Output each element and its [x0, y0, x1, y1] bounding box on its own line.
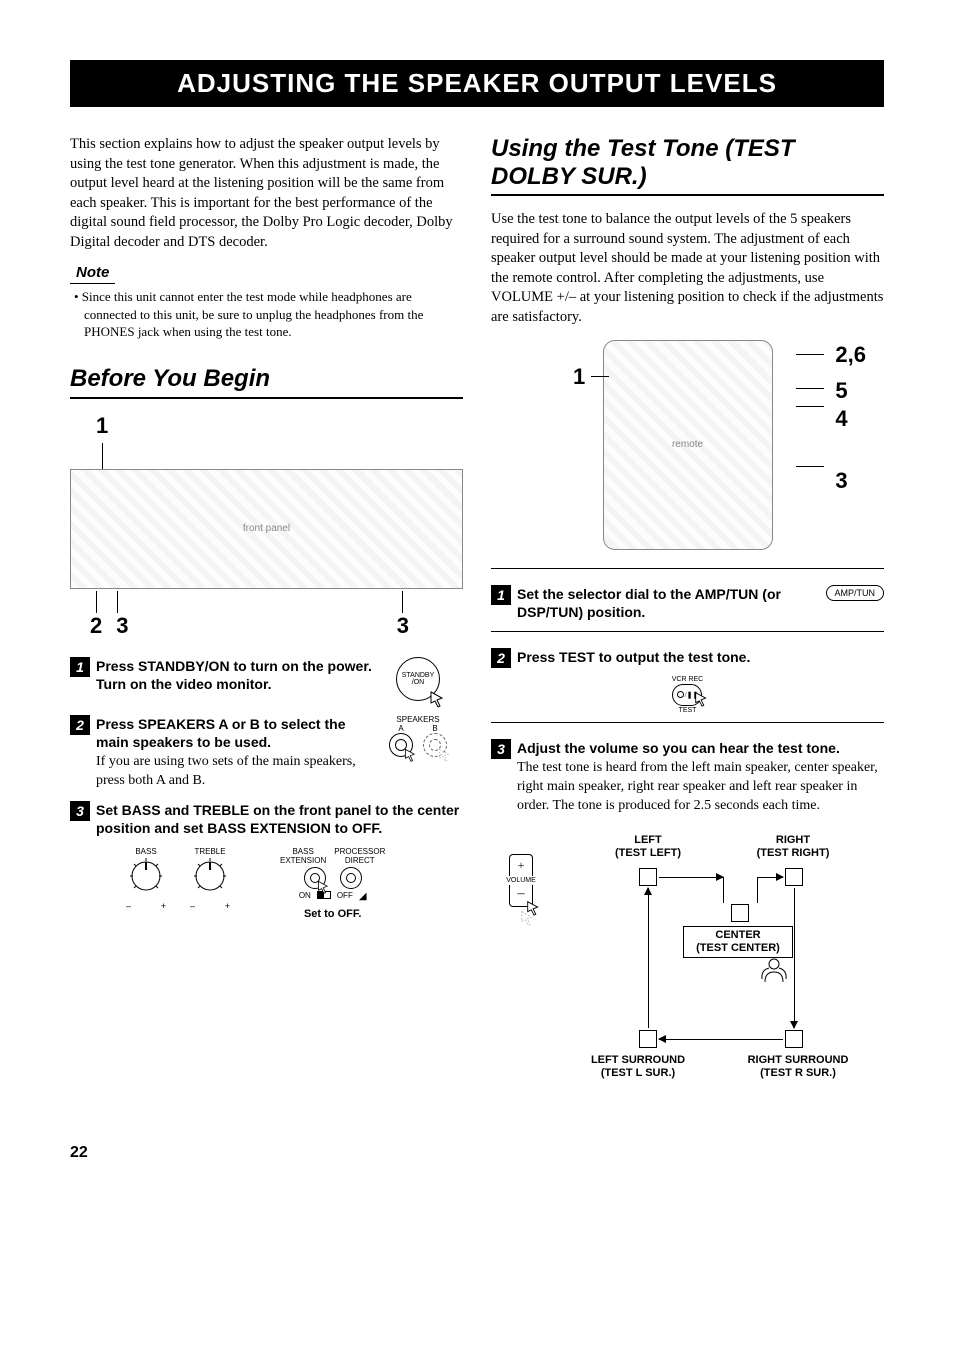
- step-title: Set BASS and TREBLE on the front panel t…: [96, 801, 463, 837]
- set-to-off-label: Set to OFF.: [280, 908, 385, 920]
- note-label: Note: [70, 262, 115, 284]
- step-badge: 1: [491, 585, 511, 605]
- speaker-b-icon: B: [423, 724, 447, 757]
- step-badge: 2: [491, 648, 511, 668]
- callout-3b: 3: [397, 613, 409, 639]
- note-bullet: • Since this unit cannot enter the test …: [70, 288, 463, 341]
- callout-3a: 3: [116, 613, 128, 639]
- step-title: Press STANDBY/ON to turn on the power. T…: [96, 657, 373, 693]
- bass-treble-knobs: BASS –+: [126, 847, 230, 911]
- page-title-bar: ADJUSTING THE SPEAKER OUTPUT LEVELS: [70, 60, 884, 107]
- two-column-layout: This section explains how to adjust the …: [70, 135, 884, 1084]
- remote-callout-3: 3: [835, 468, 866, 494]
- remote-diagram: 1 remote 2,6 5 4 3: [491, 340, 884, 550]
- page-number: 22: [70, 1144, 884, 1162]
- remote-image: remote: [603, 340, 773, 550]
- intro-paragraph: This section explains how to adjust the …: [70, 135, 463, 252]
- front-panel-diagram: 1 front panel 2 3 3: [70, 413, 463, 639]
- remote-callout-5: 5: [835, 378, 866, 404]
- step-title: Press TEST to output the test tone.: [517, 648, 884, 666]
- treble-knob-icon: [190, 856, 230, 896]
- step-badge: 2: [70, 715, 90, 735]
- before-you-begin-heading: Before You Begin: [70, 365, 463, 399]
- standby-on-icon: STANDBY /ON: [396, 657, 440, 701]
- test-step-3: 3 Adjust the volume so you can hear the …: [491, 739, 884, 816]
- step-badge: 3: [491, 739, 511, 759]
- step-badge: 1: [70, 657, 90, 677]
- test-tone-paragraph: Use the test tone to balance the output …: [491, 210, 884, 327]
- callout-2: 2: [90, 613, 102, 639]
- callout-1: 1: [96, 413, 463, 439]
- speaker-a-icon: A: [389, 724, 413, 757]
- step-badge: 3: [70, 801, 90, 821]
- bass-extension-switch: BASS EXTENSION PROCESSOR DIRECT ON: [280, 847, 385, 920]
- bass-knob-icon: [126, 856, 166, 896]
- test-tone-heading: Using the Test Tone (TEST DOLBY SUR.): [491, 135, 884, 196]
- step-title: Adjust the volume so you can hear the te…: [517, 739, 884, 757]
- note-block: Note • Since this unit cannot enter the …: [70, 262, 463, 341]
- listener-icon: [759, 954, 789, 984]
- before-step-2: 2 Press SPEAKERS A or B to select the ma…: [70, 715, 463, 791]
- test-step-1: 1 Set the selector dial to the AMP/TUN (…: [491, 585, 884, 621]
- test-step-2: 2 Press TEST to output the test tone.: [491, 648, 884, 668]
- speaker-flow-diagram: LEFT (TEST LEFT) RIGHT (TEST RIGHT) CENT…: [563, 834, 884, 1084]
- remote-callout-26: 2,6: [835, 342, 866, 368]
- test-button-icon: VCR REC /❚❚ TEST: [672, 676, 704, 714]
- before-step-3: 3 Set BASS and TREBLE on the front panel…: [70, 801, 463, 920]
- volume-buttons-icon: + VOLUME –: [491, 854, 551, 1084]
- step-title: Set the selector dial to the AMP/TUN (or…: [517, 585, 826, 621]
- step-title: Press SPEAKERS A or B to select the main…: [96, 715, 373, 751]
- front-panel-image: front panel: [70, 469, 463, 589]
- speakers-label: SPEAKERS: [373, 715, 463, 724]
- remote-callout-1: 1: [573, 364, 585, 390]
- remote-callout-4: 4: [835, 406, 866, 432]
- amp-tun-pill: AMP/TUN: [826, 585, 885, 601]
- step-body: If you are using two sets of the main sp…: [96, 753, 373, 791]
- before-step-1: 1 Press STANDBY/ON to turn on the power.…: [70, 657, 463, 701]
- left-column: This section explains how to adjust the …: [70, 135, 463, 1084]
- right-column: Using the Test Tone (TEST DOLBY SUR.) Us…: [491, 135, 884, 1084]
- step-body: The test tone is heard from the left mai…: [517, 759, 884, 816]
